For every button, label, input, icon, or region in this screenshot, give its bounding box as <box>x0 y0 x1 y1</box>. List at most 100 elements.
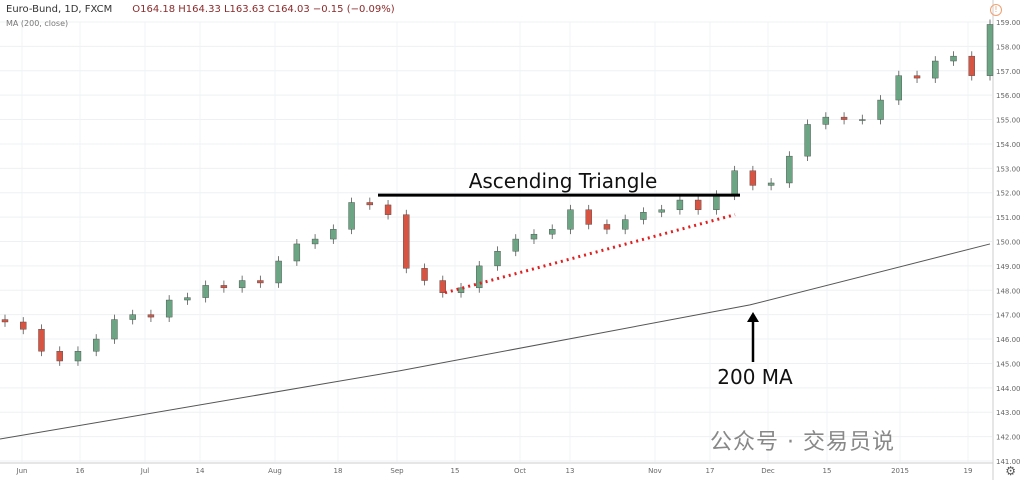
warning-icon[interactable]: ! <box>990 4 1002 16</box>
x-tick-label: 19 <box>964 467 973 475</box>
ma-line <box>0 243 991 440</box>
y-tick-label: 159.00 <box>996 19 1021 27</box>
x-tick-label: 18 <box>334 467 343 475</box>
candle <box>895 75 902 101</box>
y-tick-label: 157.00 <box>996 68 1021 76</box>
x-tick-label: Dec <box>761 467 775 475</box>
candle <box>549 229 556 235</box>
candle <box>567 209 574 230</box>
candle <box>749 170 757 186</box>
x-tick-label: 14 <box>196 467 205 475</box>
candle <box>658 209 665 213</box>
candle <box>713 194 720 210</box>
y-tick-label: 155.00 <box>996 117 1021 125</box>
candle <box>311 238 319 245</box>
candle <box>56 351 63 362</box>
candle <box>585 209 592 225</box>
x-tick-label: Nov <box>648 467 662 475</box>
y-tick-label: 143.00 <box>996 409 1021 417</box>
chart-header: Euro-Bund, 1D, FXCM O164.18 H164.33 L163… <box>6 4 395 15</box>
candle <box>403 214 410 269</box>
candle <box>913 75 921 79</box>
candle <box>530 233 538 240</box>
candle <box>476 265 483 289</box>
ohlc-readout: O164.18 H164.33 L163.63 C164.03 −0.15 (−… <box>132 4 395 15</box>
support-trendline <box>444 213 736 295</box>
y-tick-label: 141.00 <box>996 458 1021 466</box>
resistance-label: Ascending Triangle <box>469 169 658 193</box>
candle <box>184 297 191 301</box>
candle <box>238 280 246 289</box>
y-tick-label: 145.00 <box>996 360 1021 368</box>
candle <box>676 199 684 210</box>
y-tick-label: 149.00 <box>996 263 1021 271</box>
candle <box>20 321 27 330</box>
candle <box>1 319 9 323</box>
candle <box>859 119 866 121</box>
candle <box>129 314 136 320</box>
candle <box>986 24 994 76</box>
candle <box>275 260 282 284</box>
x-tick-label: Jul <box>140 467 150 475</box>
candle <box>220 285 228 289</box>
candle <box>640 212 647 220</box>
candle <box>877 99 884 120</box>
indicator-label[interactable]: MA (200, close) <box>6 19 69 28</box>
candle <box>93 338 100 352</box>
candle <box>330 229 337 240</box>
candle <box>439 280 446 293</box>
candle <box>111 319 118 340</box>
candle <box>384 204 392 215</box>
x-tick-label: Aug <box>268 467 282 475</box>
y-tick-label: 144.00 <box>996 385 1021 393</box>
candle <box>767 182 775 186</box>
y-tick-label: 151.00 <box>996 214 1021 222</box>
ma-arrowhead <box>747 312 759 322</box>
x-tick-label: Oct <box>514 467 526 475</box>
x-tick-label: Jun <box>16 467 28 475</box>
candle <box>950 55 957 62</box>
y-tick-label: 158.00 <box>996 43 1021 51</box>
y-tick-label: 150.00 <box>996 239 1021 247</box>
candle <box>932 60 939 79</box>
candle <box>494 251 501 267</box>
y-tick-label: 142.00 <box>996 434 1021 442</box>
x-tick-label: 16 <box>76 467 85 475</box>
candle <box>731 170 738 196</box>
y-tick-label: 153.00 <box>996 165 1021 173</box>
y-tick-label: 147.00 <box>996 312 1021 320</box>
y-tick-label: 154.00 <box>996 141 1021 149</box>
candle <box>257 280 264 284</box>
x-tick-label: 13 <box>566 467 575 475</box>
ma-label: 200 MA <box>717 365 793 389</box>
watermark: 公众号 · 交易员说 <box>710 430 895 455</box>
candle <box>421 268 428 281</box>
candle <box>38 329 45 352</box>
x-tick-label: 2015 <box>891 467 909 475</box>
candle <box>512 238 519 252</box>
candle <box>348 202 355 230</box>
x-tick-label: 15 <box>451 467 460 475</box>
candle <box>147 314 155 318</box>
candle <box>603 224 611 230</box>
y-tick-label: 146.00 <box>996 336 1021 344</box>
x-tick-label: 15 <box>823 467 832 475</box>
candle <box>74 351 82 362</box>
candle <box>968 55 975 76</box>
symbol-label[interactable]: Euro-Bund, 1D, FXCM <box>6 4 113 15</box>
y-tick-label: 148.00 <box>996 287 1021 295</box>
candle <box>822 116 830 125</box>
candle <box>694 199 702 210</box>
candle <box>621 219 629 230</box>
candle <box>202 285 209 298</box>
candle <box>804 124 811 157</box>
candle <box>840 116 848 120</box>
y-tick-label: 156.00 <box>996 92 1021 100</box>
x-tick-label: 17 <box>706 467 715 475</box>
gear-icon[interactable]: ⚙ <box>1005 464 1016 478</box>
y-tick-label: 152.00 <box>996 190 1021 198</box>
candle <box>293 243 301 262</box>
candle <box>366 202 374 206</box>
x-tick-label: Sep <box>390 467 404 475</box>
